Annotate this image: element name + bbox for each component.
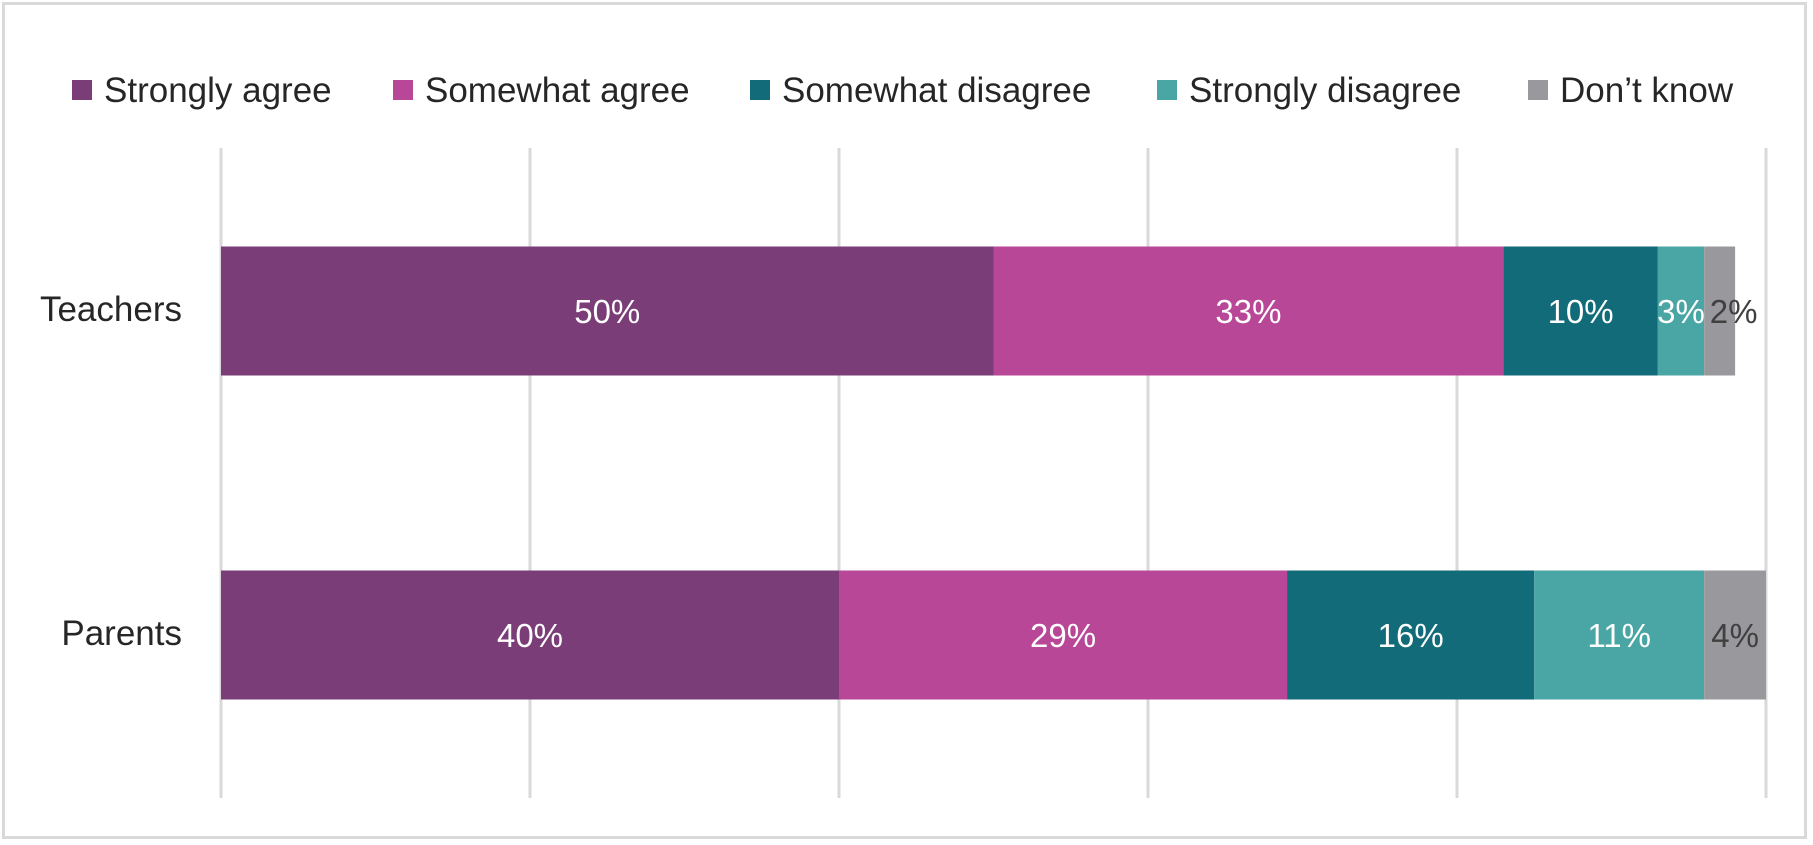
- data-label: 2%: [1710, 293, 1758, 330]
- bar-segment: [221, 570, 839, 700]
- bar-segment: [1704, 570, 1766, 700]
- legend-label: Don’t know: [1560, 71, 1734, 110]
- legend: Strongly agree Somewhat agree Somewhat dis…: [72, 71, 1734, 110]
- bar-segment: [1503, 246, 1658, 376]
- bar-labels: 50% 33% 10% 3% 2% 40% 29% 16% 11% 4%: [497, 293, 1759, 654]
- legend-swatch: [1528, 80, 1548, 100]
- legend-item: Somewhat agree: [393, 71, 690, 110]
- legend-item: Somewhat disagree: [750, 71, 1091, 110]
- data-label: 29%: [1030, 617, 1096, 654]
- data-label: 40%: [497, 617, 563, 654]
- bar-segment: [1704, 246, 1736, 376]
- legend-swatch: [72, 80, 92, 100]
- legend-swatch: [393, 80, 413, 100]
- category-labels: Teachers Parents: [40, 290, 182, 653]
- legend-label: Strongly agree: [104, 71, 332, 110]
- data-label: 10%: [1548, 293, 1614, 330]
- legend-swatch: [1157, 80, 1177, 100]
- legend-item: Don’t know: [1528, 71, 1734, 110]
- bar-segment: [993, 246, 1504, 376]
- bar-segment: [1287, 570, 1535, 700]
- bar-segment: [1534, 570, 1705, 700]
- data-label: 50%: [574, 293, 640, 330]
- data-label: 11%: [1587, 617, 1651, 654]
- data-label: 33%: [1215, 293, 1281, 330]
- bar-segment: [221, 246, 994, 376]
- category-label: Parents: [61, 614, 182, 653]
- legend-label: Somewhat agree: [425, 71, 690, 110]
- data-label: 3%: [1657, 293, 1705, 330]
- category-label: Teachers: [40, 290, 182, 329]
- legend-item: Strongly disagree: [1157, 71, 1461, 110]
- data-label: 16%: [1378, 617, 1444, 654]
- legend-label: Somewhat disagree: [782, 71, 1091, 110]
- gridlines: [219, 148, 1768, 798]
- legend-label: Strongly disagree: [1189, 71, 1461, 110]
- legend-item: Strongly agree: [72, 71, 332, 110]
- legend-swatch: [750, 80, 770, 100]
- bars: [221, 246, 1766, 700]
- data-label: 4%: [1711, 617, 1759, 654]
- bar-segment: [1657, 246, 1705, 376]
- bar-segment: [839, 570, 1288, 700]
